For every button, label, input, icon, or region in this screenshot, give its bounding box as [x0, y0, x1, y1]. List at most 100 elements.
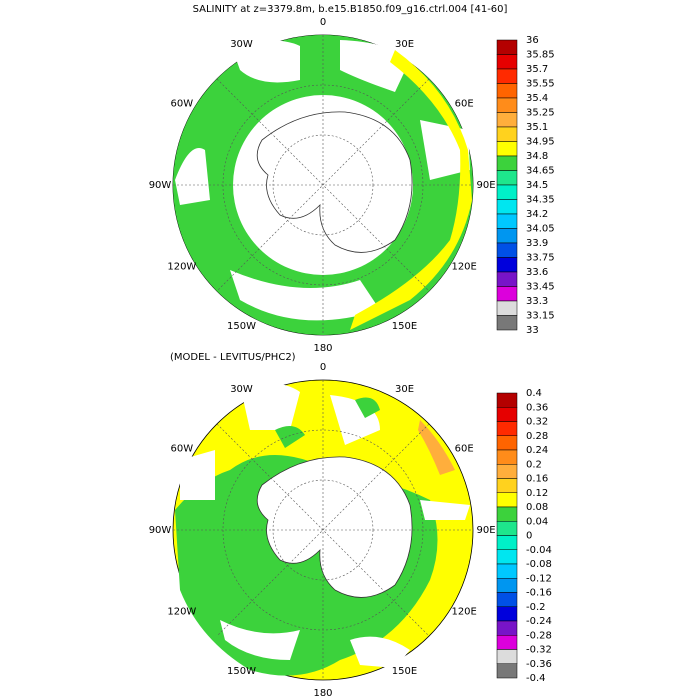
- colorbar-label: -0.16: [526, 588, 552, 599]
- longitude-label: 90E: [476, 180, 495, 191]
- colorbar-box: [496, 635, 518, 650]
- colorbar-label: -0.36: [526, 659, 552, 670]
- colorbar-label: 0.24: [526, 445, 548, 456]
- colorbar-box: [496, 315, 518, 331]
- longitude-label: 150W: [227, 321, 256, 332]
- longitude-label: 90W: [149, 525, 172, 536]
- map-panel: (MODEL - LEVITUS/PHC2): [170, 352, 474, 681]
- longitude-label: 150E: [392, 666, 417, 677]
- colorbar-box: [496, 39, 518, 55]
- colorbar-box: [496, 506, 518, 522]
- colorbar-box: [496, 407, 518, 422]
- map-title: (MODEL - LEVITUS/PHC2): [170, 352, 296, 363]
- colorbar-label: 35.4: [526, 93, 548, 104]
- colorbar-box: [496, 184, 518, 200]
- colorbar-box: [496, 170, 518, 186]
- colorbar-box: [496, 112, 518, 128]
- colorbar-label: 35.55: [526, 79, 555, 90]
- longitude-label: 120W: [167, 607, 196, 618]
- longitude-label: 90E: [476, 525, 495, 536]
- colorbar-box: [496, 478, 518, 493]
- colorbar-box: [496, 213, 518, 229]
- colorbar-box: [496, 300, 518, 316]
- colorbar-label: -0.04: [526, 545, 552, 556]
- colorbar-box: [496, 271, 518, 287]
- colorbar-box: [496, 435, 518, 451]
- colorbar-label: 35.85: [526, 50, 555, 61]
- colorbar-box: [496, 464, 518, 479]
- field-yellow: [350, 50, 472, 330]
- colorbar-label: 33.9: [526, 238, 548, 249]
- map-panel: SALINITY at z=3379.8m, b.e15.B1850.f09_g…: [172, 4, 508, 336]
- colorbar-box: [496, 54, 518, 70]
- colorbar-label: 33.6: [526, 267, 548, 278]
- colorbar-label: 36: [526, 35, 539, 46]
- colorbar-label: 33.3: [526, 296, 548, 307]
- field-orange: [418, 420, 455, 475]
- colorbar-label: 0.2: [526, 459, 542, 470]
- colorbar-label: 34.35: [526, 195, 555, 206]
- colorbar-box: [496, 492, 518, 508]
- colorbar-label: 34.5: [526, 180, 548, 191]
- meridian: [216, 423, 430, 637]
- longitude-label: 60W: [171, 99, 194, 110]
- colorbar-label: 33.75: [526, 253, 555, 264]
- colorbar-box: [496, 83, 518, 99]
- longitude-label: 30E: [395, 39, 414, 50]
- longitude-label: 30W: [230, 39, 253, 50]
- colorbar-box: [496, 606, 518, 622]
- colorbar-box: [496, 649, 518, 664]
- colorbar-label: 0.16: [526, 474, 548, 485]
- antarctica: [256, 111, 413, 253]
- colorbar-box: [496, 563, 518, 579]
- colorbar-box: [496, 242, 518, 258]
- colorbar-box: [496, 228, 518, 244]
- colorbar-box: [496, 257, 518, 273]
- colorbar-label: -0.4: [526, 673, 546, 684]
- longitude-label: 150E: [392, 321, 417, 332]
- meridian: [216, 78, 430, 292]
- colorbar-box: [496, 141, 518, 157]
- colorbar-box: [496, 535, 518, 550]
- colorbar-label: 34.95: [526, 137, 555, 148]
- colorbar-label: -0.08: [526, 559, 552, 570]
- colorbar-box: [496, 521, 518, 536]
- colorbar-box: [496, 199, 518, 215]
- colorbar-label: 0.36: [526, 402, 548, 413]
- colorbar-box: [496, 97, 518, 113]
- colorbar-box: [496, 449, 518, 465]
- longitude-label: 150W: [227, 666, 256, 677]
- colorbar-label: 35.25: [526, 108, 555, 119]
- colorbar-box: [496, 421, 518, 436]
- colorbar-label: 33.45: [526, 282, 555, 293]
- longitude-label: 90W: [149, 180, 172, 191]
- antarctica: [256, 456, 413, 598]
- colorbar-box: [496, 155, 518, 171]
- colorbar-label: 0.12: [526, 488, 548, 499]
- longitude-label: 60E: [455, 99, 474, 110]
- colorbar-label: 0.4: [526, 388, 542, 399]
- colorbar-label: 0.32: [526, 417, 548, 428]
- longitude-label: 60W: [171, 444, 194, 455]
- longitude-label: 180: [313, 688, 332, 699]
- field-green: [173, 35, 473, 335]
- longitude-label: 30W: [230, 384, 253, 395]
- colorbar-label: 33.15: [526, 311, 555, 322]
- colorbar-label: 0.04: [526, 516, 548, 527]
- colorbar-label: 34.65: [526, 166, 555, 177]
- colorbar-label: -0.12: [526, 573, 552, 584]
- colorbar-label: -0.32: [526, 645, 552, 656]
- map-title: SALINITY at z=3379.8m, b.e15.B1850.f09_g…: [193, 4, 508, 15]
- colorbar-label: 35.1: [526, 122, 548, 133]
- colorbar-label: 33: [526, 325, 539, 336]
- colorbar-label: 0: [526, 531, 532, 542]
- colorbar-box: [496, 68, 518, 84]
- colorbar-box: [496, 620, 518, 636]
- colorbar-label: 34.8: [526, 151, 548, 162]
- longitude-label: 30E: [395, 384, 414, 395]
- colorbar-label: 0.28: [526, 431, 548, 442]
- longitude-label: 0: [320, 362, 326, 373]
- longitude-label: 120E: [451, 262, 476, 273]
- colorbar-box: [496, 578, 518, 593]
